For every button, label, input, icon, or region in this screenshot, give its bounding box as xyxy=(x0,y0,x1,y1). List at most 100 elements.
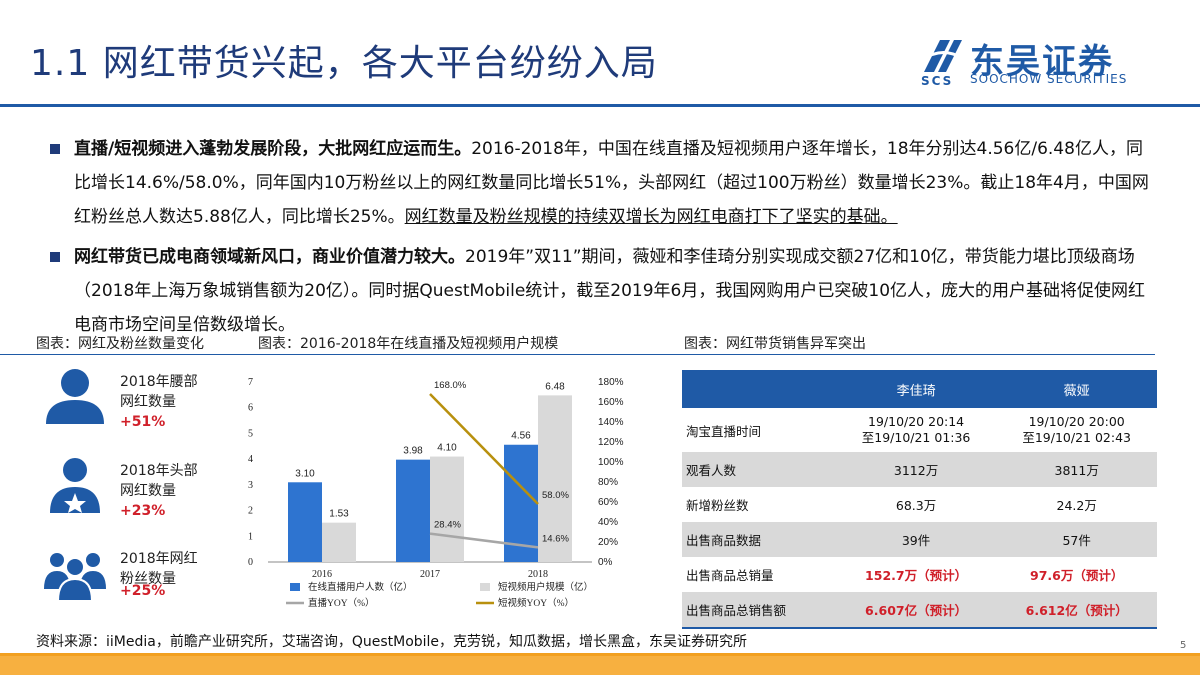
line-data-label: 14.6% xyxy=(542,533,569,544)
user-scale-chart: 0 1 2 3 4 5 6 7 0% 20% 40% 60% 80% 100% 120% 140% 160% 18… xyxy=(248,377,624,609)
table-header-cell: 薇娅 xyxy=(996,370,1157,408)
table-cell: 24.2万 xyxy=(1056,498,1097,513)
y2-tick-label: 180% xyxy=(598,377,624,388)
x-tick-label: 2017 xyxy=(420,569,440,580)
table-row-label: 出售商品总销售额 xyxy=(682,592,836,627)
caption-middle: 图表：2016-2018年在线直播及短视频用户规模 xyxy=(258,336,559,352)
table-row-label: 出售商品总销量 xyxy=(686,568,774,583)
x-tick-label: 2016 xyxy=(312,569,332,580)
y-tick-label: 5 xyxy=(248,428,253,439)
y2-tick-label: 60% xyxy=(598,497,618,508)
sales-table-grid: 李佳琦 薇娅 淘宝直播时间 19/10/20 20:14 至19/10/21 0… xyxy=(682,370,1157,627)
table-header-row: 李佳琦 薇娅 xyxy=(682,370,1157,408)
line-data-label: 28.4% xyxy=(434,520,461,531)
logo-chinese-name: 东吴证券 xyxy=(970,42,1114,82)
bullet-heading: 直播/短视频进入蓬勃发展阶段，大批网红应运而生。 xyxy=(74,139,472,159)
stat-label-line1: 2018年头部 xyxy=(120,463,198,479)
table-cell-line: 至19/10/21 01:36 xyxy=(861,430,971,445)
y2-tick-label: 20% xyxy=(598,537,618,548)
line-live-yoy xyxy=(429,532,539,549)
y-tick-label: 7 xyxy=(248,377,253,388)
legend-swatch xyxy=(290,583,300,591)
y2-tick-label: 100% xyxy=(598,457,624,468)
bullet-text: 2016-2018年，中国在线直播及短视频用户逐年增长，18年分别达4.56亿/… xyxy=(74,139,1149,227)
table-bottom-border xyxy=(682,627,1157,629)
bullet-marker xyxy=(50,252,60,262)
line-data-label: 168.0% xyxy=(434,380,467,391)
stat-growth: +23% xyxy=(120,503,166,519)
table-cell-line: 19/10/20 20:14 xyxy=(868,414,965,429)
table-cell: 6.607亿（预计） xyxy=(835,592,997,627)
y2-tick-label: 80% xyxy=(598,477,618,488)
bullet-item: 网红带货已成电商领域新风口，商业价值潜力较大。2019年”双11”期间，薇娅和李… xyxy=(48,240,1158,342)
stat-waist-influencers: 2018年腰部 网红数量 +51% xyxy=(40,366,240,436)
table-row-label: 观看人数 xyxy=(682,452,836,487)
table-row: 观看人数 3112万 3811万 xyxy=(682,452,1157,487)
company-logo: SCS 东吴证券 SOOCHOW SECURITIES xyxy=(920,36,1135,92)
bar-data-label: 3.98 xyxy=(403,446,423,457)
bar-data-label: 4.10 xyxy=(437,443,457,454)
stat-label-line1: 2018年腰部 xyxy=(120,374,198,390)
bar-data-label: 6.48 xyxy=(545,381,565,392)
source-note: 资料来源：iiMedia，前瞻产业研究所，艾瑞咨询，QuestMobile，克劳… xyxy=(36,634,748,650)
logo-english-name: SOOCHOW SECURITIES xyxy=(970,72,1128,86)
legend-swatch xyxy=(480,583,490,591)
y-tick-label: 1 xyxy=(248,531,253,542)
stat-head-influencers: 2018年头部 网红数量 +23% xyxy=(40,455,240,525)
bar-shortvideo xyxy=(538,395,572,562)
table-cell: 152.7万（预计） xyxy=(865,568,968,583)
table-cell-line: 19/10/20 20:00 xyxy=(1028,414,1125,429)
table-row-label: 出售商品数据 xyxy=(682,522,836,557)
sales-table: 李佳琦 薇娅 淘宝直播时间 19/10/20 20:14 至19/10/21 0… xyxy=(682,370,1157,629)
table-cell: 6.612亿（预计） xyxy=(996,592,1157,627)
slide-header: 1.1 网红带货兴起，各大平台纷纷入局 SCS 东吴证券 SOOCHOW SEC… xyxy=(0,0,1200,107)
page-title: 1.1 网红带货兴起，各大平台纷纷入局 xyxy=(30,43,658,84)
legend-label: 直播YOY（%） xyxy=(308,597,375,609)
caption-right: 图表：网红带货销售异军突出 xyxy=(684,336,866,352)
stat-fans: 2018年网红 粉丝数量 +25% xyxy=(40,543,240,613)
person-star-icon xyxy=(50,458,100,513)
bullet-heading: 网红带货已成电商领域新风口，商业价值潜力较大。 xyxy=(74,247,465,267)
stat-growth: +51% xyxy=(120,414,166,430)
y2-tick-label: 40% xyxy=(598,517,618,528)
y-tick-label: 3 xyxy=(248,480,253,491)
stat-label: 2018年网红 粉丝数量 xyxy=(120,549,198,589)
table-row-label: 淘宝直播时间 xyxy=(686,423,762,439)
person-icon xyxy=(46,369,104,424)
table-row: 新增粉丝数 68.3万 24.2万 xyxy=(682,487,1157,522)
group-icon xyxy=(44,553,106,602)
legend-label: 短视频用户规模（亿） xyxy=(498,581,593,593)
bar-live xyxy=(396,459,430,562)
stat-label: 2018年头部 网红数量 xyxy=(120,461,198,501)
table-row-label: 新增粉丝数 xyxy=(686,498,749,513)
stat-label-line2: 网红数量 xyxy=(120,483,176,499)
y2-tick-label: 160% xyxy=(598,397,624,408)
stat-label-line2: 网红数量 xyxy=(120,394,176,410)
logo-mark-text: SCS xyxy=(921,74,954,88)
bar-live xyxy=(504,444,538,562)
bullet-text: 2019年”双11”期间，薇娅和李佳琦分别实现成交额27亿和10亿，带货能力堪比… xyxy=(74,247,1146,335)
table-row: 淘宝直播时间 19/10/20 20:14 至19/10/21 01:36 19… xyxy=(682,408,1157,452)
bar-live xyxy=(288,482,322,562)
bullet-emphasis: 网红数量及粉丝规模的持续双增长为网红电商打下了坚实的基础。 xyxy=(404,207,898,227)
bullet-item: 直播/短视频进入蓬勃发展阶段，大批网红应运而生。2016-2018年，中国在线直… xyxy=(48,132,1158,234)
header-divider xyxy=(0,104,1200,107)
y-tick-label: 6 xyxy=(248,403,253,414)
caption-divider xyxy=(0,354,1155,355)
x-tick-label: 2018 xyxy=(528,569,548,580)
bar-shortvideo xyxy=(430,456,464,562)
footer-band xyxy=(0,656,1200,675)
bar-data-label: 3.10 xyxy=(295,468,315,479)
legend-label: 在线直播用户人数（亿） xyxy=(308,581,413,593)
y2-tick-label: 140% xyxy=(598,417,624,428)
table-cell: 3112万 xyxy=(835,452,997,487)
caption-left: 图表：网红及粉丝数量变化 xyxy=(36,336,204,352)
table-header-cell: 李佳琦 xyxy=(835,370,997,408)
bullet-marker xyxy=(50,144,60,154)
line-shortvideo-yoy xyxy=(429,393,539,505)
table-header-cell xyxy=(682,370,836,408)
bar-shortvideo xyxy=(322,522,356,562)
table-cell: 57件 xyxy=(996,522,1157,557)
y-tick-label: 4 xyxy=(248,454,253,465)
table-cell: 19/10/20 20:00 至19/10/21 02:43 xyxy=(996,408,1157,452)
